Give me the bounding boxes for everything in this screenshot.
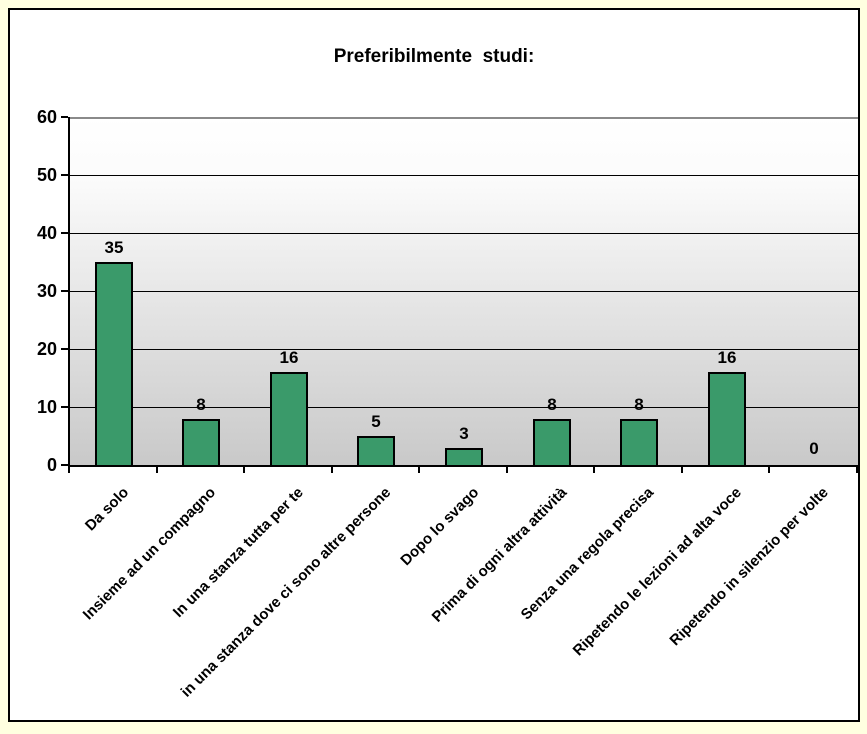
bar-1 bbox=[182, 419, 220, 465]
gridline-20 bbox=[70, 349, 858, 350]
x-tick-2 bbox=[243, 465, 245, 473]
y-tick-0 bbox=[61, 464, 68, 466]
x-tick-0 bbox=[68, 465, 70, 473]
y-axis-line bbox=[68, 117, 70, 467]
x-tick-4 bbox=[418, 465, 420, 473]
bar-value-label-3: 5 bbox=[371, 412, 381, 431]
gridline-50 bbox=[70, 175, 858, 176]
y-tick-label-0: 0 bbox=[46, 455, 57, 475]
bar-value-label-0: 35 bbox=[104, 238, 124, 257]
x-tick-6 bbox=[593, 465, 595, 473]
y-tick-label-30: 30 bbox=[36, 281, 57, 301]
y-tick-20 bbox=[61, 348, 68, 350]
y-tick-label-60: 60 bbox=[36, 107, 57, 127]
bar-value-label-2: 16 bbox=[279, 348, 299, 367]
bar-value-label-5: 8 bbox=[547, 395, 557, 414]
plot-top-border bbox=[70, 117, 858, 119]
gridline-10 bbox=[70, 407, 858, 408]
bar-value-label-1: 8 bbox=[196, 395, 206, 414]
bar-4 bbox=[445, 448, 483, 465]
x-tick-3 bbox=[331, 465, 333, 473]
bar-7 bbox=[708, 372, 746, 465]
category-label-7: Ripetendo le lezioni ad alta voce bbox=[569, 484, 746, 660]
y-tick-60 bbox=[61, 116, 68, 118]
bar-0 bbox=[95, 262, 133, 465]
chart-title: Preferibilmente studi: bbox=[333, 46, 535, 67]
y-tick-label-40: 40 bbox=[36, 223, 57, 243]
bar-6 bbox=[620, 419, 658, 465]
y-tick-50 bbox=[61, 174, 68, 176]
bar-value-label-4: 3 bbox=[459, 424, 469, 443]
plot-area: 35 8 16 5 3 8 8 16 0 bbox=[70, 117, 858, 465]
x-axis-line bbox=[68, 465, 858, 467]
y-tick-label-50: 50 bbox=[36, 165, 57, 185]
bar-value-label-8: 0 bbox=[809, 439, 819, 458]
bar-value-label-7: 16 bbox=[717, 348, 737, 367]
x-tick-7 bbox=[681, 465, 683, 473]
gridline-30 bbox=[70, 291, 858, 292]
x-tick-9 bbox=[856, 465, 858, 473]
gridline-40 bbox=[70, 233, 858, 234]
x-tick-1 bbox=[156, 465, 158, 473]
bar-2 bbox=[270, 372, 308, 465]
category-label-0: Da solo bbox=[81, 484, 133, 535]
y-tick-label-10: 10 bbox=[36, 397, 57, 417]
x-tick-5 bbox=[506, 465, 508, 473]
y-tick-40 bbox=[61, 232, 68, 234]
category-label-4: Dopo lo svago bbox=[396, 484, 483, 570]
bar-value-label-6: 8 bbox=[634, 395, 644, 414]
y-tick-30 bbox=[61, 290, 68, 292]
bar-5 bbox=[533, 419, 571, 465]
bar-3 bbox=[357, 436, 395, 465]
category-label-8: Ripetendo in silenzio per volte bbox=[666, 484, 833, 650]
y-tick-label-20: 20 bbox=[36, 339, 57, 359]
chart-frame: Preferibilmente studi: 35 8 16 5 3 8 8 16 0 0 10 2… bbox=[8, 8, 860, 722]
y-tick-10 bbox=[61, 406, 68, 408]
x-tick-8 bbox=[768, 465, 770, 473]
